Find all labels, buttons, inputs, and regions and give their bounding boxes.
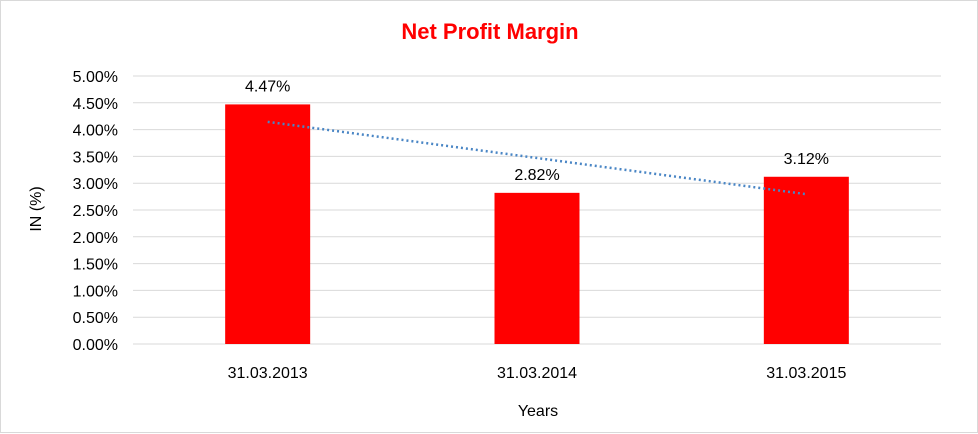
x-tick-label: 31.03.2014	[497, 365, 577, 382]
y-tick-label: 0.00%	[73, 337, 118, 354]
bar	[494, 192, 580, 344]
x-tick-label: 31.03.2015	[766, 365, 846, 382]
y-tick-label: 3.00%	[73, 176, 118, 193]
x-axis-ticks: 31.03.2013 31.03.2014 31.03.2015	[228, 365, 847, 382]
y-tick-label: 5.00%	[73, 69, 118, 86]
y-tick-label: 4.00%	[73, 123, 118, 140]
trendline-group	[267, 120, 807, 196]
data-labels: 4.47% 2.82% 3.12%	[245, 78, 829, 183]
data-label: 2.82%	[514, 167, 559, 184]
y-tick-label: 4.50%	[73, 96, 118, 113]
bar	[763, 176, 849, 344]
y-tick-label: 0.50%	[73, 310, 118, 327]
y-axis-title: IN (%)	[28, 186, 45, 231]
y-axis-ticks: 0.00% 0.50% 1.00% 1.50% 2.00% 2.50% 3.00% 3.50%…	[73, 69, 118, 354]
y-tick-label: 2.50%	[73, 203, 118, 220]
trendline	[267, 120, 807, 196]
x-axis-title: Years	[518, 403, 558, 420]
bar	[225, 104, 311, 345]
y-tick-label: 2.00%	[73, 230, 118, 247]
y-tick-label: 1.00%	[73, 283, 118, 300]
bars	[225, 104, 849, 345]
data-label: 3.12%	[784, 151, 829, 168]
chart-title: Net Profit Margin	[401, 19, 578, 44]
y-tick-label: 1.50%	[73, 257, 118, 274]
y-tick-label: 3.50%	[73, 149, 118, 166]
x-tick-label: 31.03.2013	[228, 365, 308, 382]
data-label: 4.47%	[245, 78, 290, 95]
